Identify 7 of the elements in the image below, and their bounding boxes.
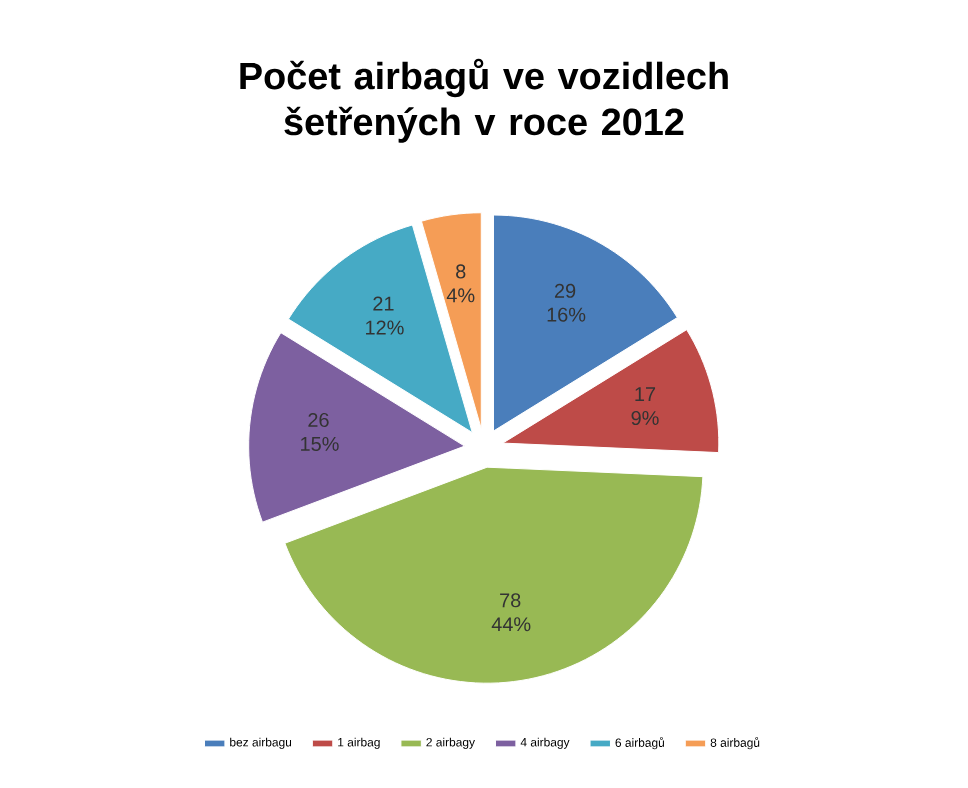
data-label: 21 12% xyxy=(366,296,404,335)
data-label: 29 16% xyxy=(547,283,586,322)
data-label: 17 9% xyxy=(631,387,659,426)
data-label: 78 44% xyxy=(491,593,531,632)
chart-title: Počet airbagů ve vozidlech šetřených v roce 2012 xyxy=(240,58,728,143)
data-label: 8 4% xyxy=(446,264,475,303)
data-label: 26 15% xyxy=(301,412,339,451)
